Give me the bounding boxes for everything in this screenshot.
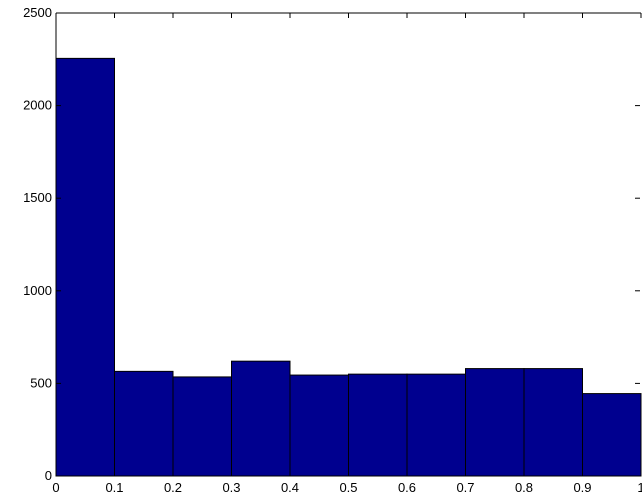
histogram-bar-8 (523, 368, 583, 477)
histogram-bar-4 (289, 374, 349, 477)
bars-group (55, 57, 642, 477)
histogram-bar-2 (172, 376, 232, 477)
x-tick-label: 0.5 (339, 480, 357, 495)
y-tick-label: 500 (30, 375, 52, 390)
histogram-bar-3 (231, 360, 291, 477)
ticks-group (55, 12, 642, 477)
histogram-bar-5 (348, 373, 408, 477)
x-tick-label: 0.2 (164, 480, 182, 495)
tick-labels-group: 0 0.1 0.2 0.3 0.4 0.5 0.6 0.7 0.8 0.9 1 0 500 1000 150… (23, 5, 642, 495)
x-tick-label: 1 (637, 480, 642, 495)
y-tick-label: 1000 (23, 283, 52, 298)
histogram-bar-0 (55, 57, 115, 477)
x-tick-label: 0.1 (105, 480, 123, 495)
y-tick-label: 2000 (23, 98, 52, 113)
x-tick-label: 0.8 (515, 480, 533, 495)
histogram-bar-9 (582, 393, 642, 477)
x-tick-label: 0 (52, 480, 59, 495)
y-tick-label: 2500 (23, 5, 52, 20)
y-tick-label: 0 (45, 468, 52, 483)
histogram-bar-7 (465, 368, 525, 477)
x-tick-label: 0.3 (222, 480, 240, 495)
x-tick-label: 0.6 (398, 480, 416, 495)
x-tick-label: 0.9 (573, 480, 591, 495)
x-tick-label: 0.7 (456, 480, 474, 495)
y-tick-label: 1500 (23, 190, 52, 205)
histogram-bar-6 (406, 373, 466, 477)
x-tick-label: 0.4 (281, 480, 299, 495)
histogram-bar-1 (114, 370, 174, 477)
